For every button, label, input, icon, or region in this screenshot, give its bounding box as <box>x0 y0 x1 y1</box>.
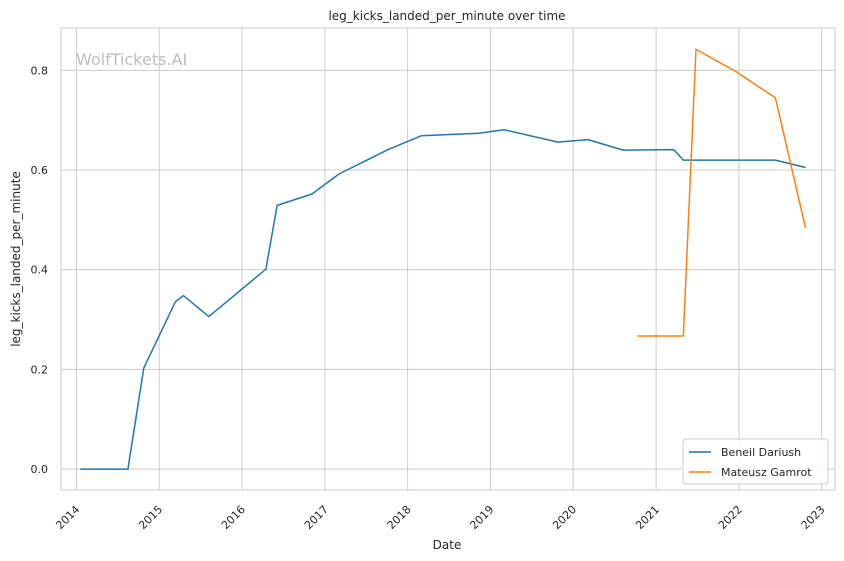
chart-title: leg_kicks_landed_per_minute over time <box>328 9 565 23</box>
plot-area-frame <box>60 27 836 491</box>
legend-label-beneil-dariush: Beneil Dariush <box>721 446 801 459</box>
legend-label-mateusz-gamrot: Mateusz Gamrot <box>721 466 812 479</box>
y-tick-label: 0.2 <box>31 363 49 376</box>
y-tick-label: 0.4 <box>31 264 49 277</box>
legend-box <box>682 438 829 485</box>
y-tick-label: 0.6 <box>31 164 49 177</box>
legend: Beneil Dariush Mateusz Gamrot <box>682 438 829 485</box>
y-axis-label: leg_kicks_landed_per_minute <box>9 171 23 347</box>
series-line-mateusz-gamrot <box>637 48 807 337</box>
series-lines <box>80 48 807 470</box>
watermark: WolfTickets.AI <box>76 50 187 69</box>
y-tick-label: 0.8 <box>31 64 49 77</box>
series-line-beneil-dariush <box>80 128 806 470</box>
y-axis-ticks: 0.0 0.2 0.4 0.6 0.8 <box>31 64 49 476</box>
y-tick-label: 0.0 <box>31 463 49 476</box>
x-axis-label: Date <box>433 538 462 552</box>
